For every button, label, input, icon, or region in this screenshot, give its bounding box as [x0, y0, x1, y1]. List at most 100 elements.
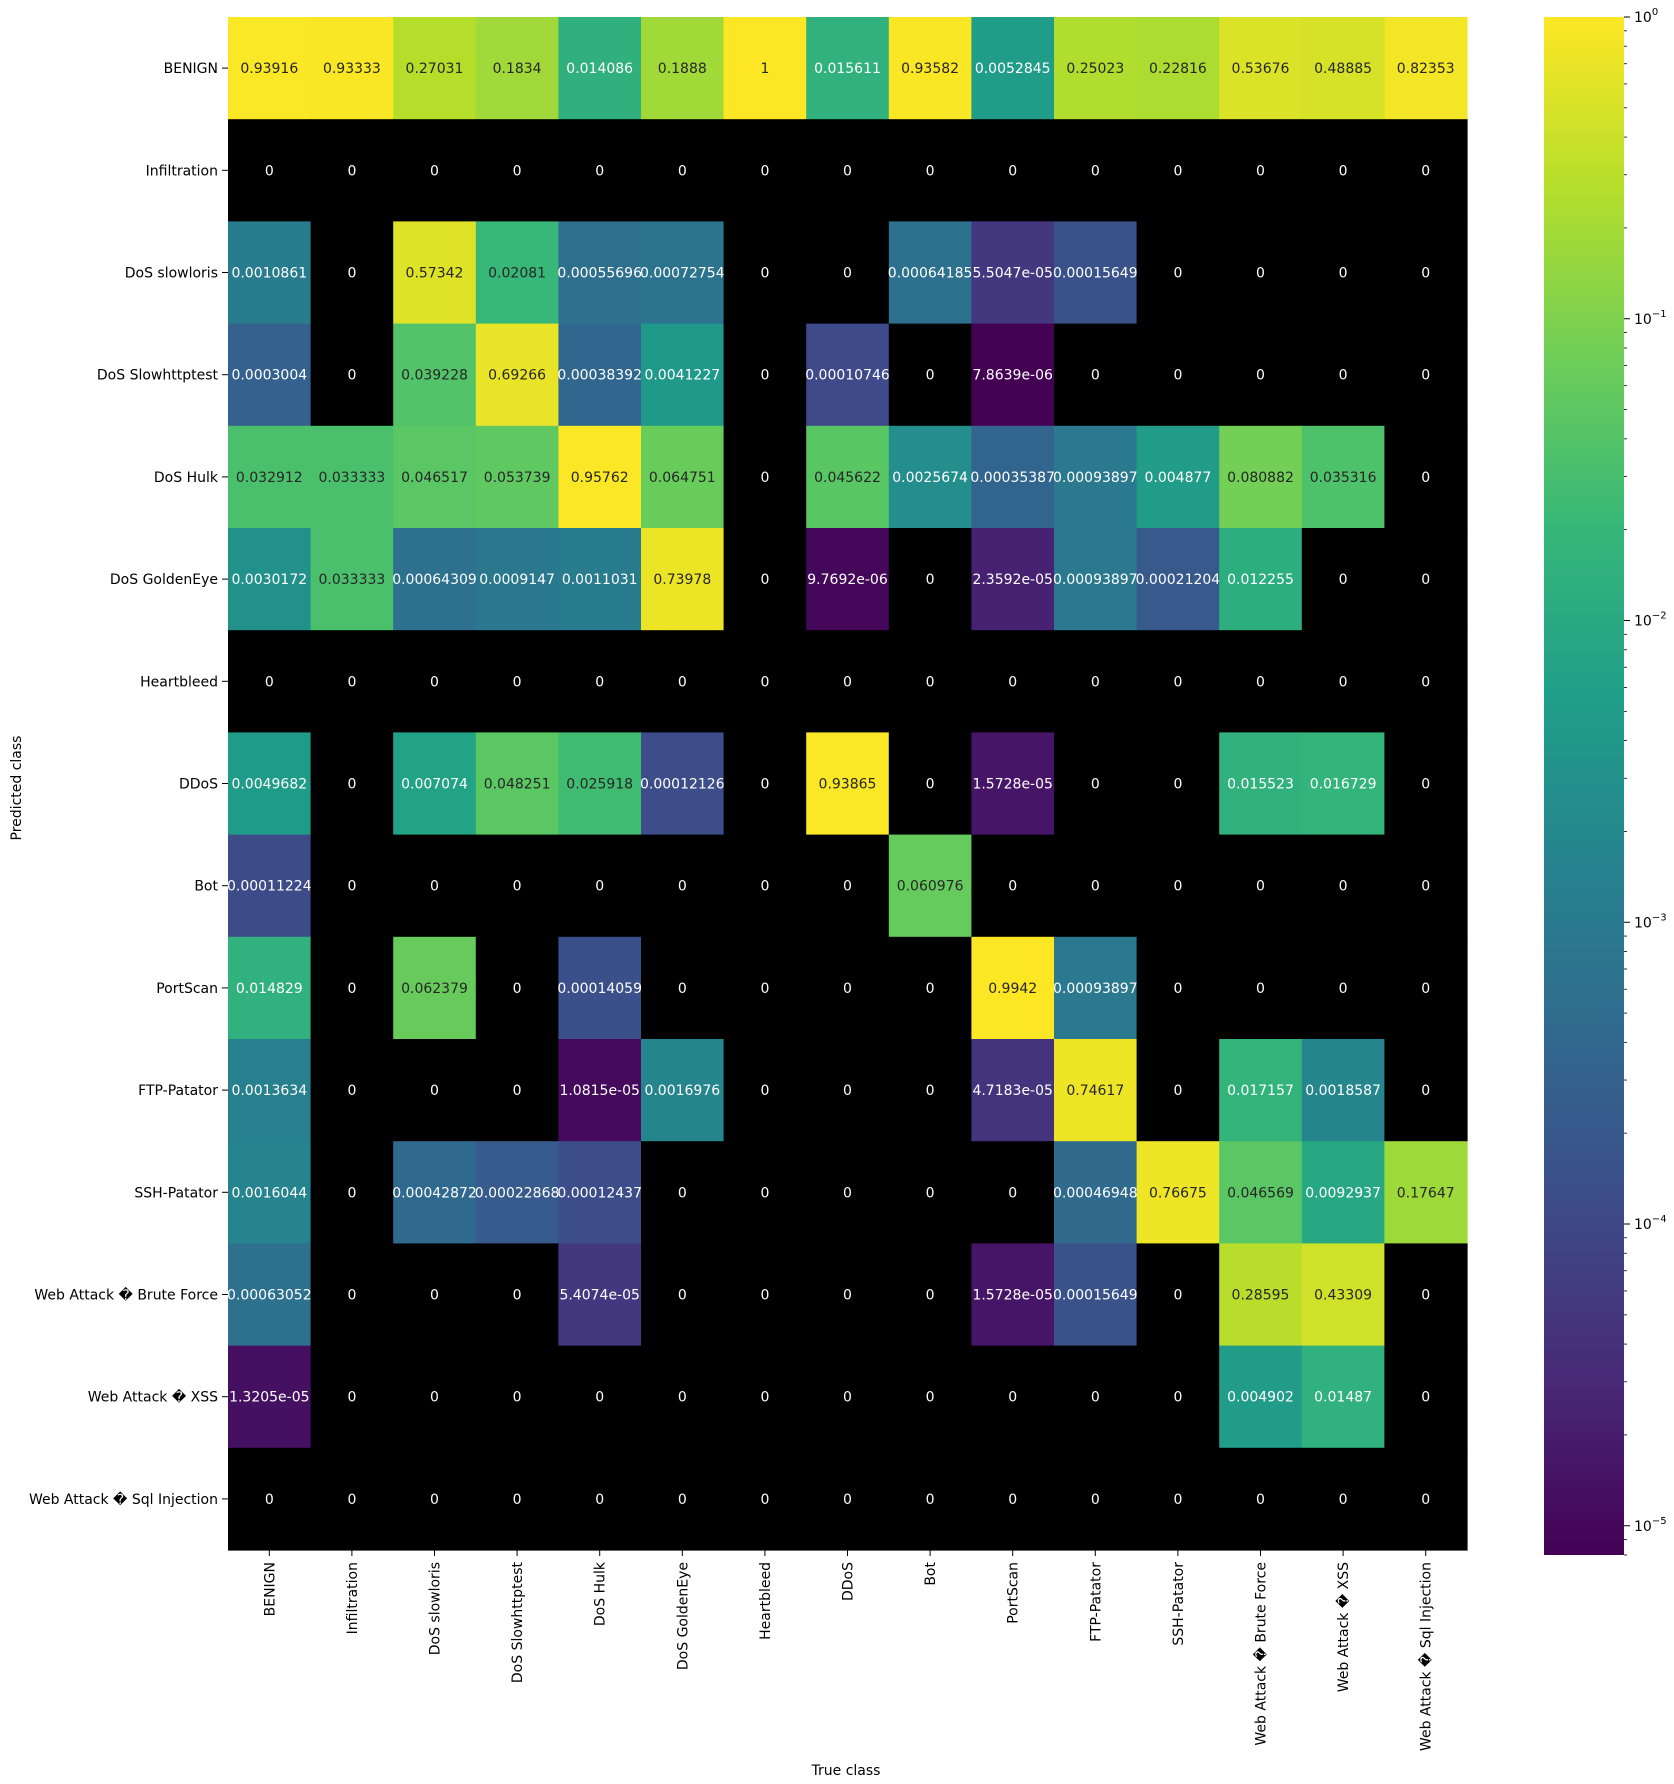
- heatmap-cell: [228, 630, 312, 733]
- cell-value-label: 0: [760, 981, 769, 997]
- x-tick-label: DoS Slowhttptest: [510, 1562, 526, 1684]
- cell-value-label: 0: [595, 879, 604, 895]
- heatmap-cell: [1301, 732, 1385, 836]
- cell-value-label: 1.5728e-05: [972, 777, 1052, 793]
- cell-value-label: 0: [678, 1390, 687, 1406]
- cell-value-label: 0.012255: [1227, 572, 1294, 588]
- heatmap-cell: [1054, 1039, 1138, 1142]
- cell-value-label: 0: [347, 163, 356, 179]
- heatmap-cell: [1384, 221, 1468, 325]
- heatmap-cell: [1384, 936, 1468, 1040]
- heatmap-cell: [558, 834, 642, 938]
- cell-value-label: 0: [1173, 1492, 1182, 1508]
- cell-value-label: 0: [347, 1492, 356, 1508]
- cell-value-label: 0: [926, 368, 935, 384]
- cell-value-label: 9.7692e-06: [807, 572, 888, 588]
- cell-value-label: 0: [760, 163, 769, 179]
- cell-value-label: 0: [1421, 879, 1430, 895]
- heatmap-cell: [1384, 528, 1468, 631]
- cell-value-label: 0.00093897: [1053, 470, 1138, 486]
- heatmap-cell: [1136, 221, 1220, 325]
- cell-value-label: 0: [926, 1492, 935, 1508]
- cell-value-label: 0: [1421, 163, 1430, 179]
- x-tick-label: Infiltration: [345, 1562, 361, 1634]
- cell-value-label: 0: [430, 1492, 439, 1508]
- heatmap-cell: [1136, 119, 1220, 222]
- heatmap-cell: [393, 17, 477, 120]
- heatmap-cell: [1136, 528, 1220, 631]
- cell-value-label: 1.0815e-05: [559, 1083, 639, 1099]
- cell-value-label: 0: [1421, 1492, 1430, 1508]
- heatmap-cell: [228, 732, 312, 836]
- heatmap-cell: [393, 221, 477, 325]
- cell-value-label: 2.3592e-05: [972, 572, 1052, 588]
- heatmap-cell: [228, 1345, 312, 1449]
- cell-value-label: 0.00064185: [888, 266, 973, 282]
- colorbar-tick-label: 10−3: [1634, 912, 1667, 931]
- cell-value-label: 0: [513, 1083, 522, 1099]
- heatmap-cell: [723, 425, 807, 529]
- heatmap-cell: [888, 425, 972, 529]
- heatmap-cell: [641, 425, 725, 529]
- heatmap-cell: [475, 630, 559, 733]
- heatmap-cell: [723, 1141, 807, 1244]
- colorbar: 100 10−1 10−2 10−3 10−4 10−5: [1544, 7, 1667, 1556]
- cell-value-label: 0: [347, 879, 356, 895]
- cell-value-label: 0: [430, 1083, 439, 1099]
- cell-value-label: 0: [1008, 1390, 1017, 1406]
- cell-value-label: 0: [760, 1390, 769, 1406]
- heatmap-cell: [971, 1447, 1055, 1551]
- cell-value-label: 0: [347, 1390, 356, 1406]
- cell-value-label: 0.9942: [988, 981, 1037, 997]
- cell-value-label: 1.3205e-05: [229, 1390, 309, 1406]
- cell-value-label: 0.032912: [236, 470, 303, 486]
- cell-value-label: 0.0003004: [231, 368, 307, 384]
- cell-value-label: 0.004877: [1144, 470, 1211, 486]
- heatmap-cell: [1136, 630, 1220, 733]
- cell-value-label: 0: [430, 1288, 439, 1304]
- heatmap-cell: [475, 834, 559, 938]
- cell-value-label: 0.25023: [1066, 61, 1124, 77]
- cell-value-label: 0: [430, 674, 439, 690]
- heatmap-cell: [1219, 834, 1303, 938]
- colorbar-tick-label: 10−4: [1634, 1214, 1667, 1233]
- heatmap-cell: [806, 323, 890, 427]
- heatmap-cell: [475, 1345, 559, 1449]
- y-axis-label: Predicted class: [9, 736, 25, 841]
- heatmap-cell: [888, 323, 972, 427]
- cell-value-label: 0.0016044: [231, 1185, 307, 1201]
- heatmap-cell: [1384, 323, 1468, 427]
- heatmap-cell: [971, 834, 1055, 938]
- cell-value-label: 0: [1339, 266, 1348, 282]
- heatmap-cell: [1054, 1141, 1138, 1244]
- heatmap-cell: [971, 1039, 1055, 1142]
- y-tick-label: Bot: [194, 879, 218, 895]
- cell-value-label: 0: [347, 1288, 356, 1304]
- cell-value-label: 0: [430, 163, 439, 179]
- cell-value-label: 0: [1091, 1492, 1100, 1508]
- cell-value-label: 0.0030172: [231, 572, 307, 588]
- colorbar-tick-label: 100: [1634, 7, 1658, 26]
- heatmap-cell: [310, 528, 394, 631]
- heatmap-cell: [475, 1141, 559, 1244]
- cell-value-label: 0: [1008, 163, 1017, 179]
- cell-value-label: 0: [926, 1390, 935, 1406]
- cell-value-label: 0.00072754: [640, 266, 725, 282]
- heatmap-cell: [641, 1141, 725, 1244]
- heatmap-cell: [228, 1141, 312, 1244]
- cell-value-label: 0.025918: [566, 777, 633, 793]
- cell-value-label: 0: [843, 266, 852, 282]
- heatmap-cell: [641, 1243, 725, 1347]
- cell-value-label: 0.93333: [323, 61, 381, 77]
- y-tick-label: Heartbleed: [140, 674, 218, 690]
- heatmap-cell: [228, 323, 312, 427]
- cell-value-label: 0: [1339, 674, 1348, 690]
- cell-value-label: 0.02081: [488, 266, 546, 282]
- cell-value-label: 0.0052845: [975, 61, 1051, 77]
- heatmap-cell: [1136, 834, 1220, 938]
- cell-value-label: 0.95762: [571, 470, 629, 486]
- heatmap-cell: [393, 936, 477, 1040]
- cell-value-label: 0.004902: [1227, 1390, 1294, 1406]
- heatmap-cell: [310, 17, 394, 120]
